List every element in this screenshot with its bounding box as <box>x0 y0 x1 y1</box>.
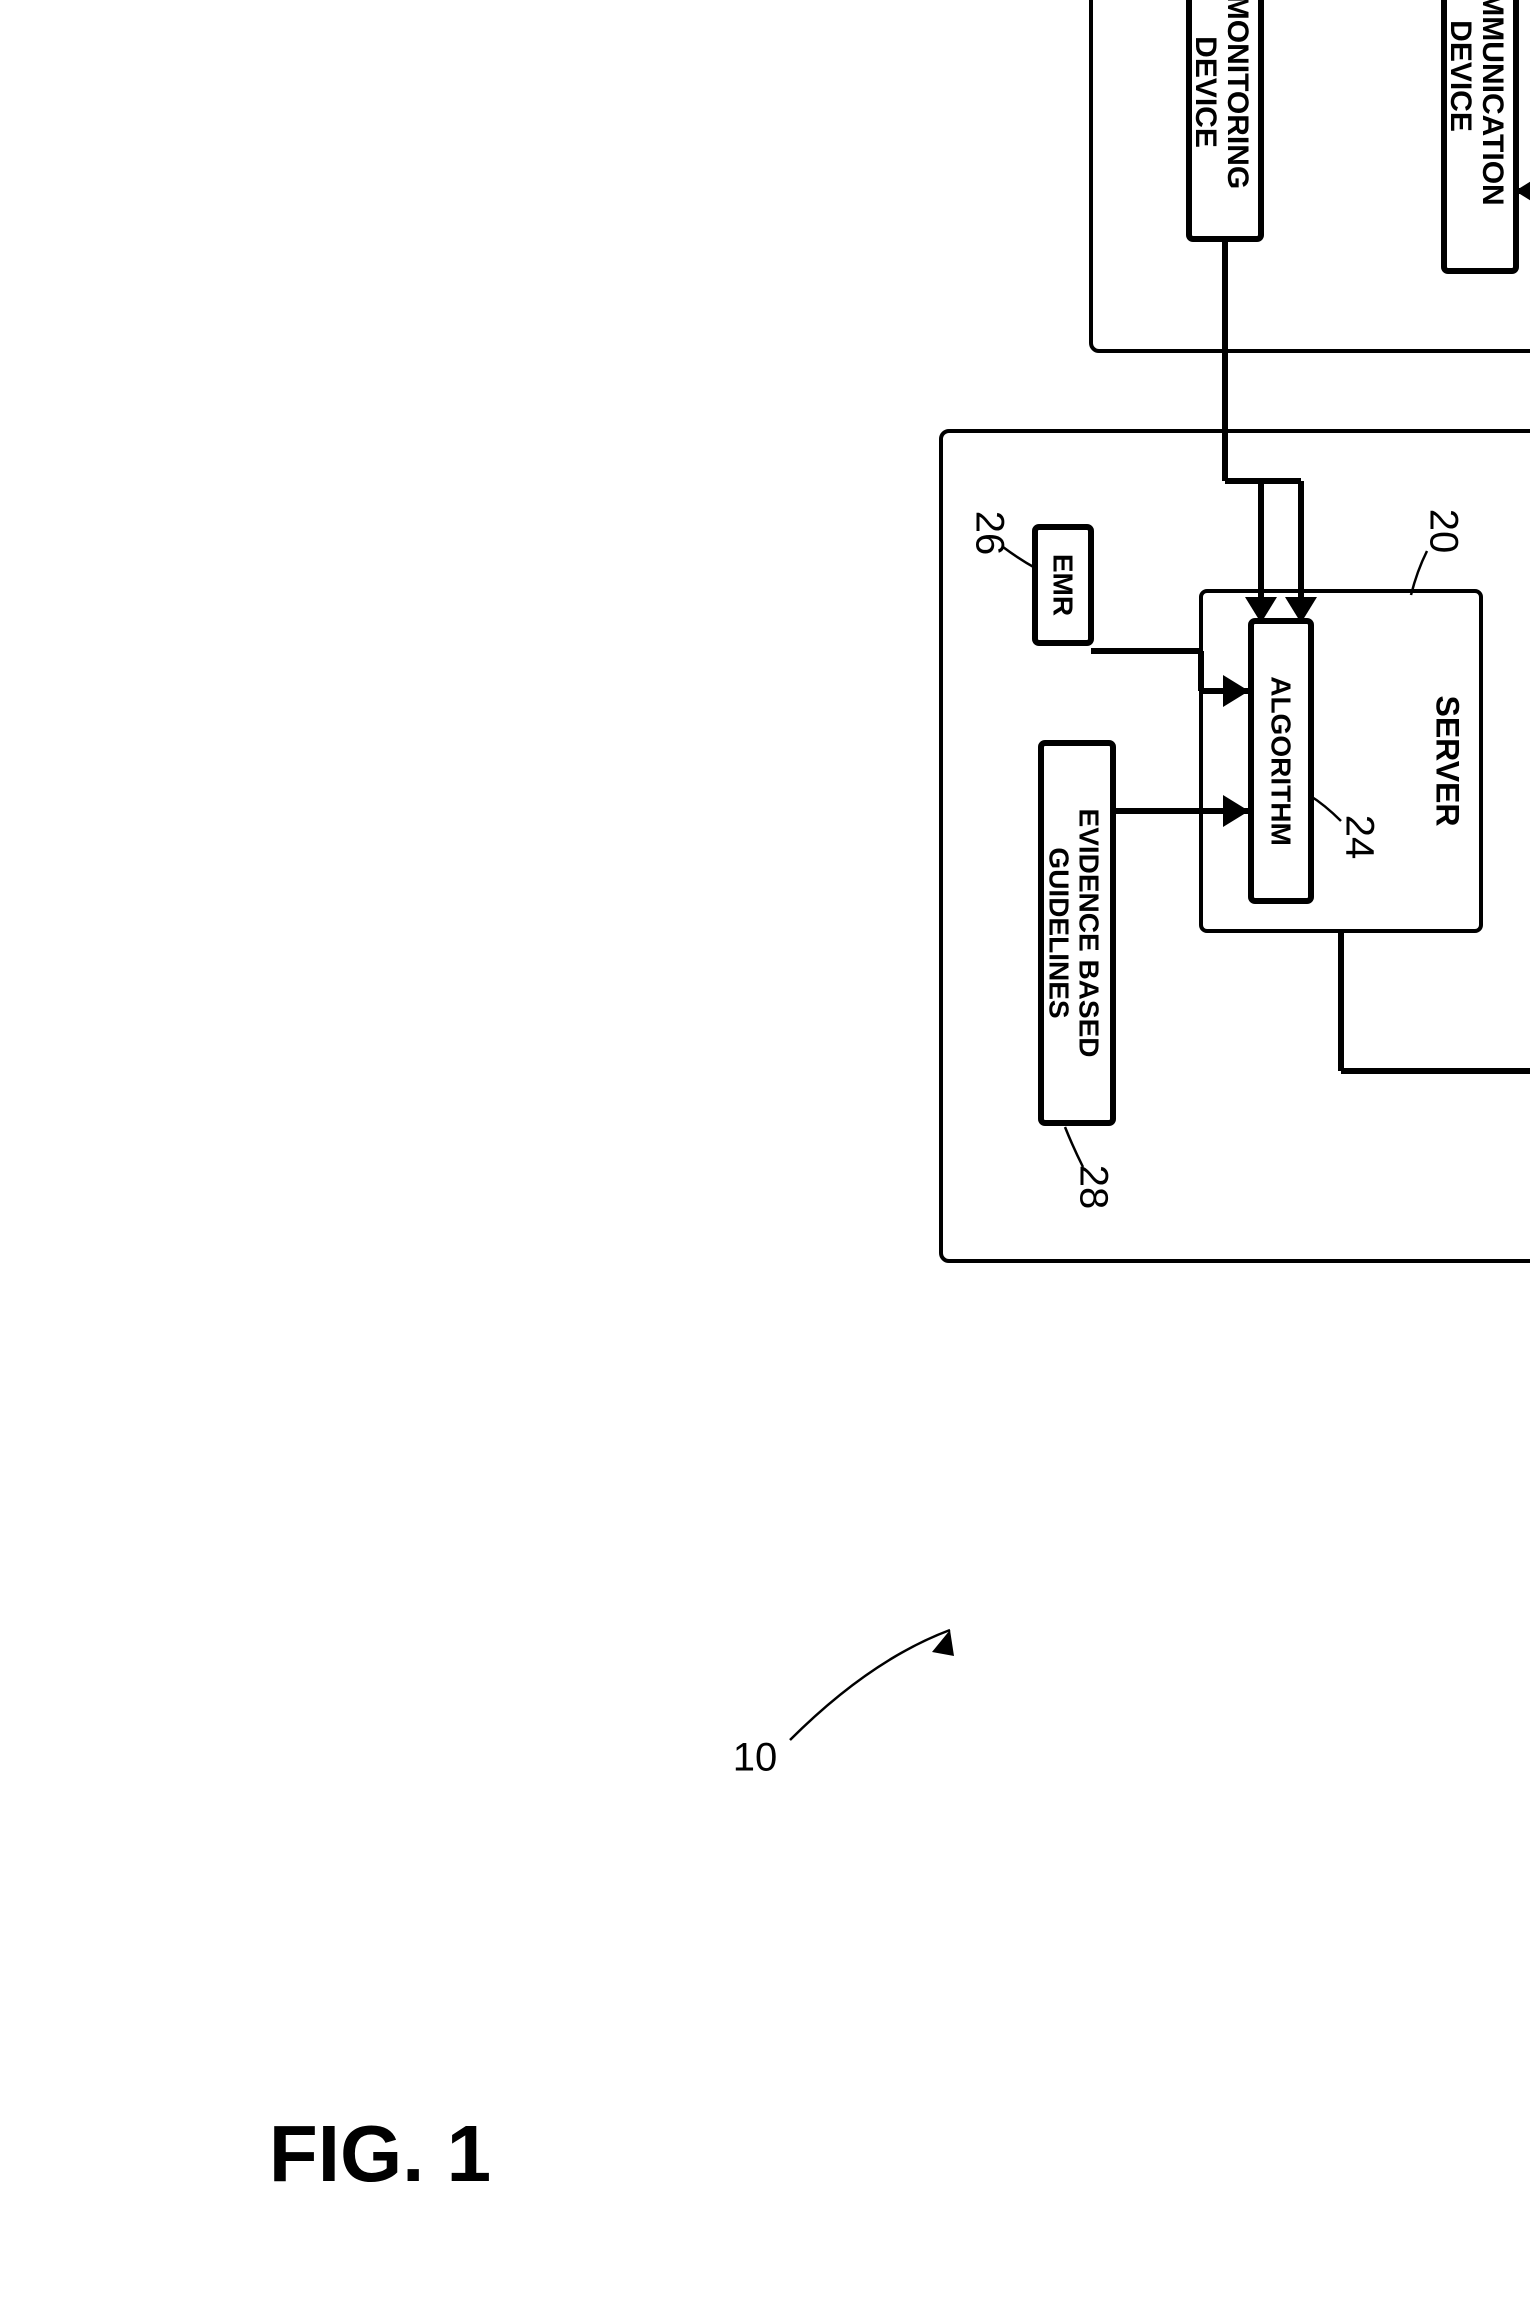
server-label: SERVER <box>1430 695 1466 826</box>
algorithm-ref: 24 <box>1337 815 1381 860</box>
ebg-ref: 28 <box>1071 1165 1115 1210</box>
system-ref: 10 <box>733 1736 778 1780</box>
comm-device-label-1: DEVICE <box>1444 20 1477 132</box>
emr-label: EMR <box>1048 554 1079 616</box>
server-ref: 20 <box>1421 509 1465 554</box>
monitoring-device-label-1: DEVICE <box>1189 36 1222 148</box>
monitoring-device-label-0: MONITORING <box>1221 0 1254 189</box>
system-ref-leader <box>790 1630 950 1740</box>
comm-device-label-0: COMMUNICATION <box>1476 0 1509 206</box>
ebg-label-1: GUIDELINES <box>1044 847 1075 1018</box>
figure-label: FIG. 1 <box>269 2109 491 2198</box>
emr-ref: 26 <box>967 511 1011 556</box>
ebg-label-0: EVIDENCE BASED <box>1074 809 1105 1058</box>
algorithm-label: ALGORITHM <box>1266 676 1297 846</box>
